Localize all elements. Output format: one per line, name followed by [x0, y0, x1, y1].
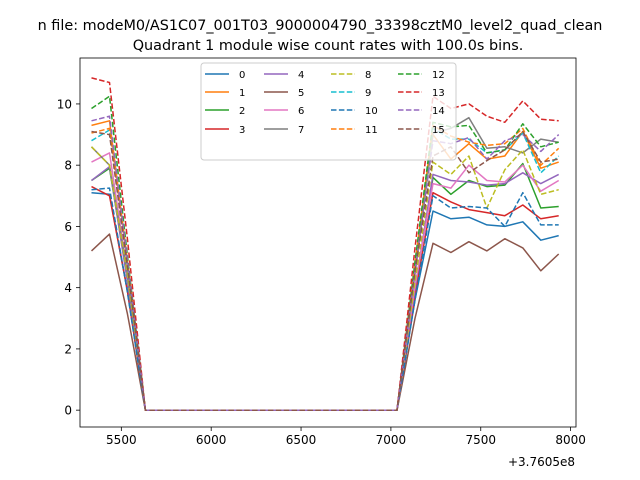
series-layer [90, 77, 560, 411]
legend-label-12: 12 [432, 70, 445, 81]
series-line-15 [91, 130, 559, 411]
x-tick-label: 6500 [286, 433, 317, 447]
legend-label-6: 6 [298, 106, 304, 117]
legend-label-4: 4 [298, 70, 304, 81]
legend-box [200, 62, 457, 161]
legend-label-7: 7 [298, 125, 304, 136]
legend-label-13: 13 [432, 88, 445, 99]
x-tick-label: 7000 [376, 433, 407, 447]
x-offset-label: +3.7605e8 [508, 455, 575, 469]
legend-label-14: 14 [432, 106, 445, 117]
x-tick-label: 5500 [106, 433, 137, 447]
y-tick-label: 10 [57, 97, 72, 111]
x-tick-label: 7500 [465, 433, 496, 447]
figure-suptitle: n file: modeM0/AS1C07_001T03_9000004790_… [38, 18, 603, 34]
legend-label-9: 9 [365, 88, 371, 99]
legend-label-2: 2 [239, 106, 245, 117]
y-tick-label: 2 [64, 342, 72, 356]
legend-label-10: 10 [365, 106, 378, 117]
y-axis: 0 2 4 6 8 10 [57, 97, 80, 418]
legend-label-0: 0 [239, 70, 245, 81]
x-axis: 5500 6000 6500 7000 7500 8000 [106, 427, 586, 447]
legend-label-11: 11 [365, 125, 378, 136]
x-tick-label: 8000 [555, 433, 586, 447]
y-tick-label: 6 [64, 220, 72, 234]
y-tick-label: 8 [64, 159, 72, 173]
chart-title: Quadrant 1 module wise count rates with … [133, 38, 524, 54]
y-tick-label: 4 [64, 281, 72, 295]
legend-label-1: 1 [239, 88, 245, 99]
legend-label-15: 15 [432, 125, 445, 136]
legend-label-8: 8 [365, 70, 371, 81]
y-tick-label: 0 [64, 404, 72, 418]
x-tick-label: 6000 [196, 433, 227, 447]
legend-label-5: 5 [298, 88, 304, 99]
legend-label-3: 3 [239, 125, 245, 136]
